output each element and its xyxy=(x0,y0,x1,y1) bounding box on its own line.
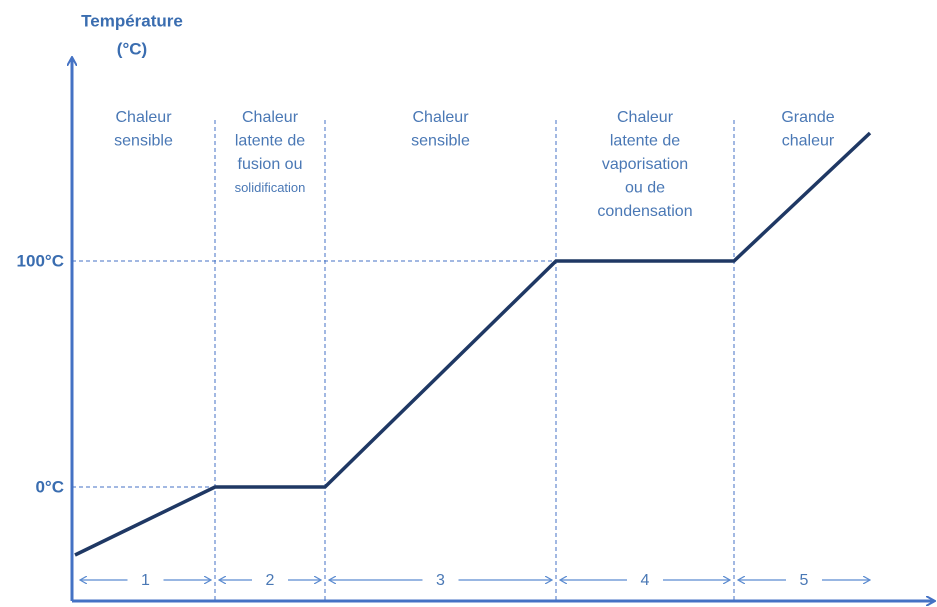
phase-label: latente de xyxy=(610,133,680,150)
phase-number: 4 xyxy=(641,572,650,589)
phase-label: ou de xyxy=(625,180,665,197)
phase-label: Chaleur xyxy=(617,109,674,126)
phase-number: 2 xyxy=(266,572,275,589)
phase-label: chaleur xyxy=(782,133,835,150)
phase-label: sensible xyxy=(114,133,173,150)
temperature-curve xyxy=(74,131,872,557)
phase-label: Grande xyxy=(781,109,834,126)
phase-label: vaporisation xyxy=(602,156,688,173)
phase-label: fusion ou xyxy=(238,156,303,173)
phase-label: Chaleur xyxy=(412,109,469,126)
phase-label: Chaleur xyxy=(115,109,172,126)
phase-number: 5 xyxy=(800,572,809,589)
tick-label: 100°C xyxy=(17,251,64,270)
phase-label: condensation xyxy=(597,203,692,220)
phase-number: 1 xyxy=(141,572,150,589)
phase-label: sensible xyxy=(411,133,470,150)
phase-label: solidification xyxy=(235,180,306,195)
phase-label: Chaleur xyxy=(242,109,299,126)
phase-label: latente de xyxy=(235,133,305,150)
phase-number: 3 xyxy=(436,572,445,589)
tick-label: 0°C xyxy=(35,477,64,496)
axis-title: (°C) xyxy=(117,39,147,58)
axis-title: Température xyxy=(81,11,183,30)
